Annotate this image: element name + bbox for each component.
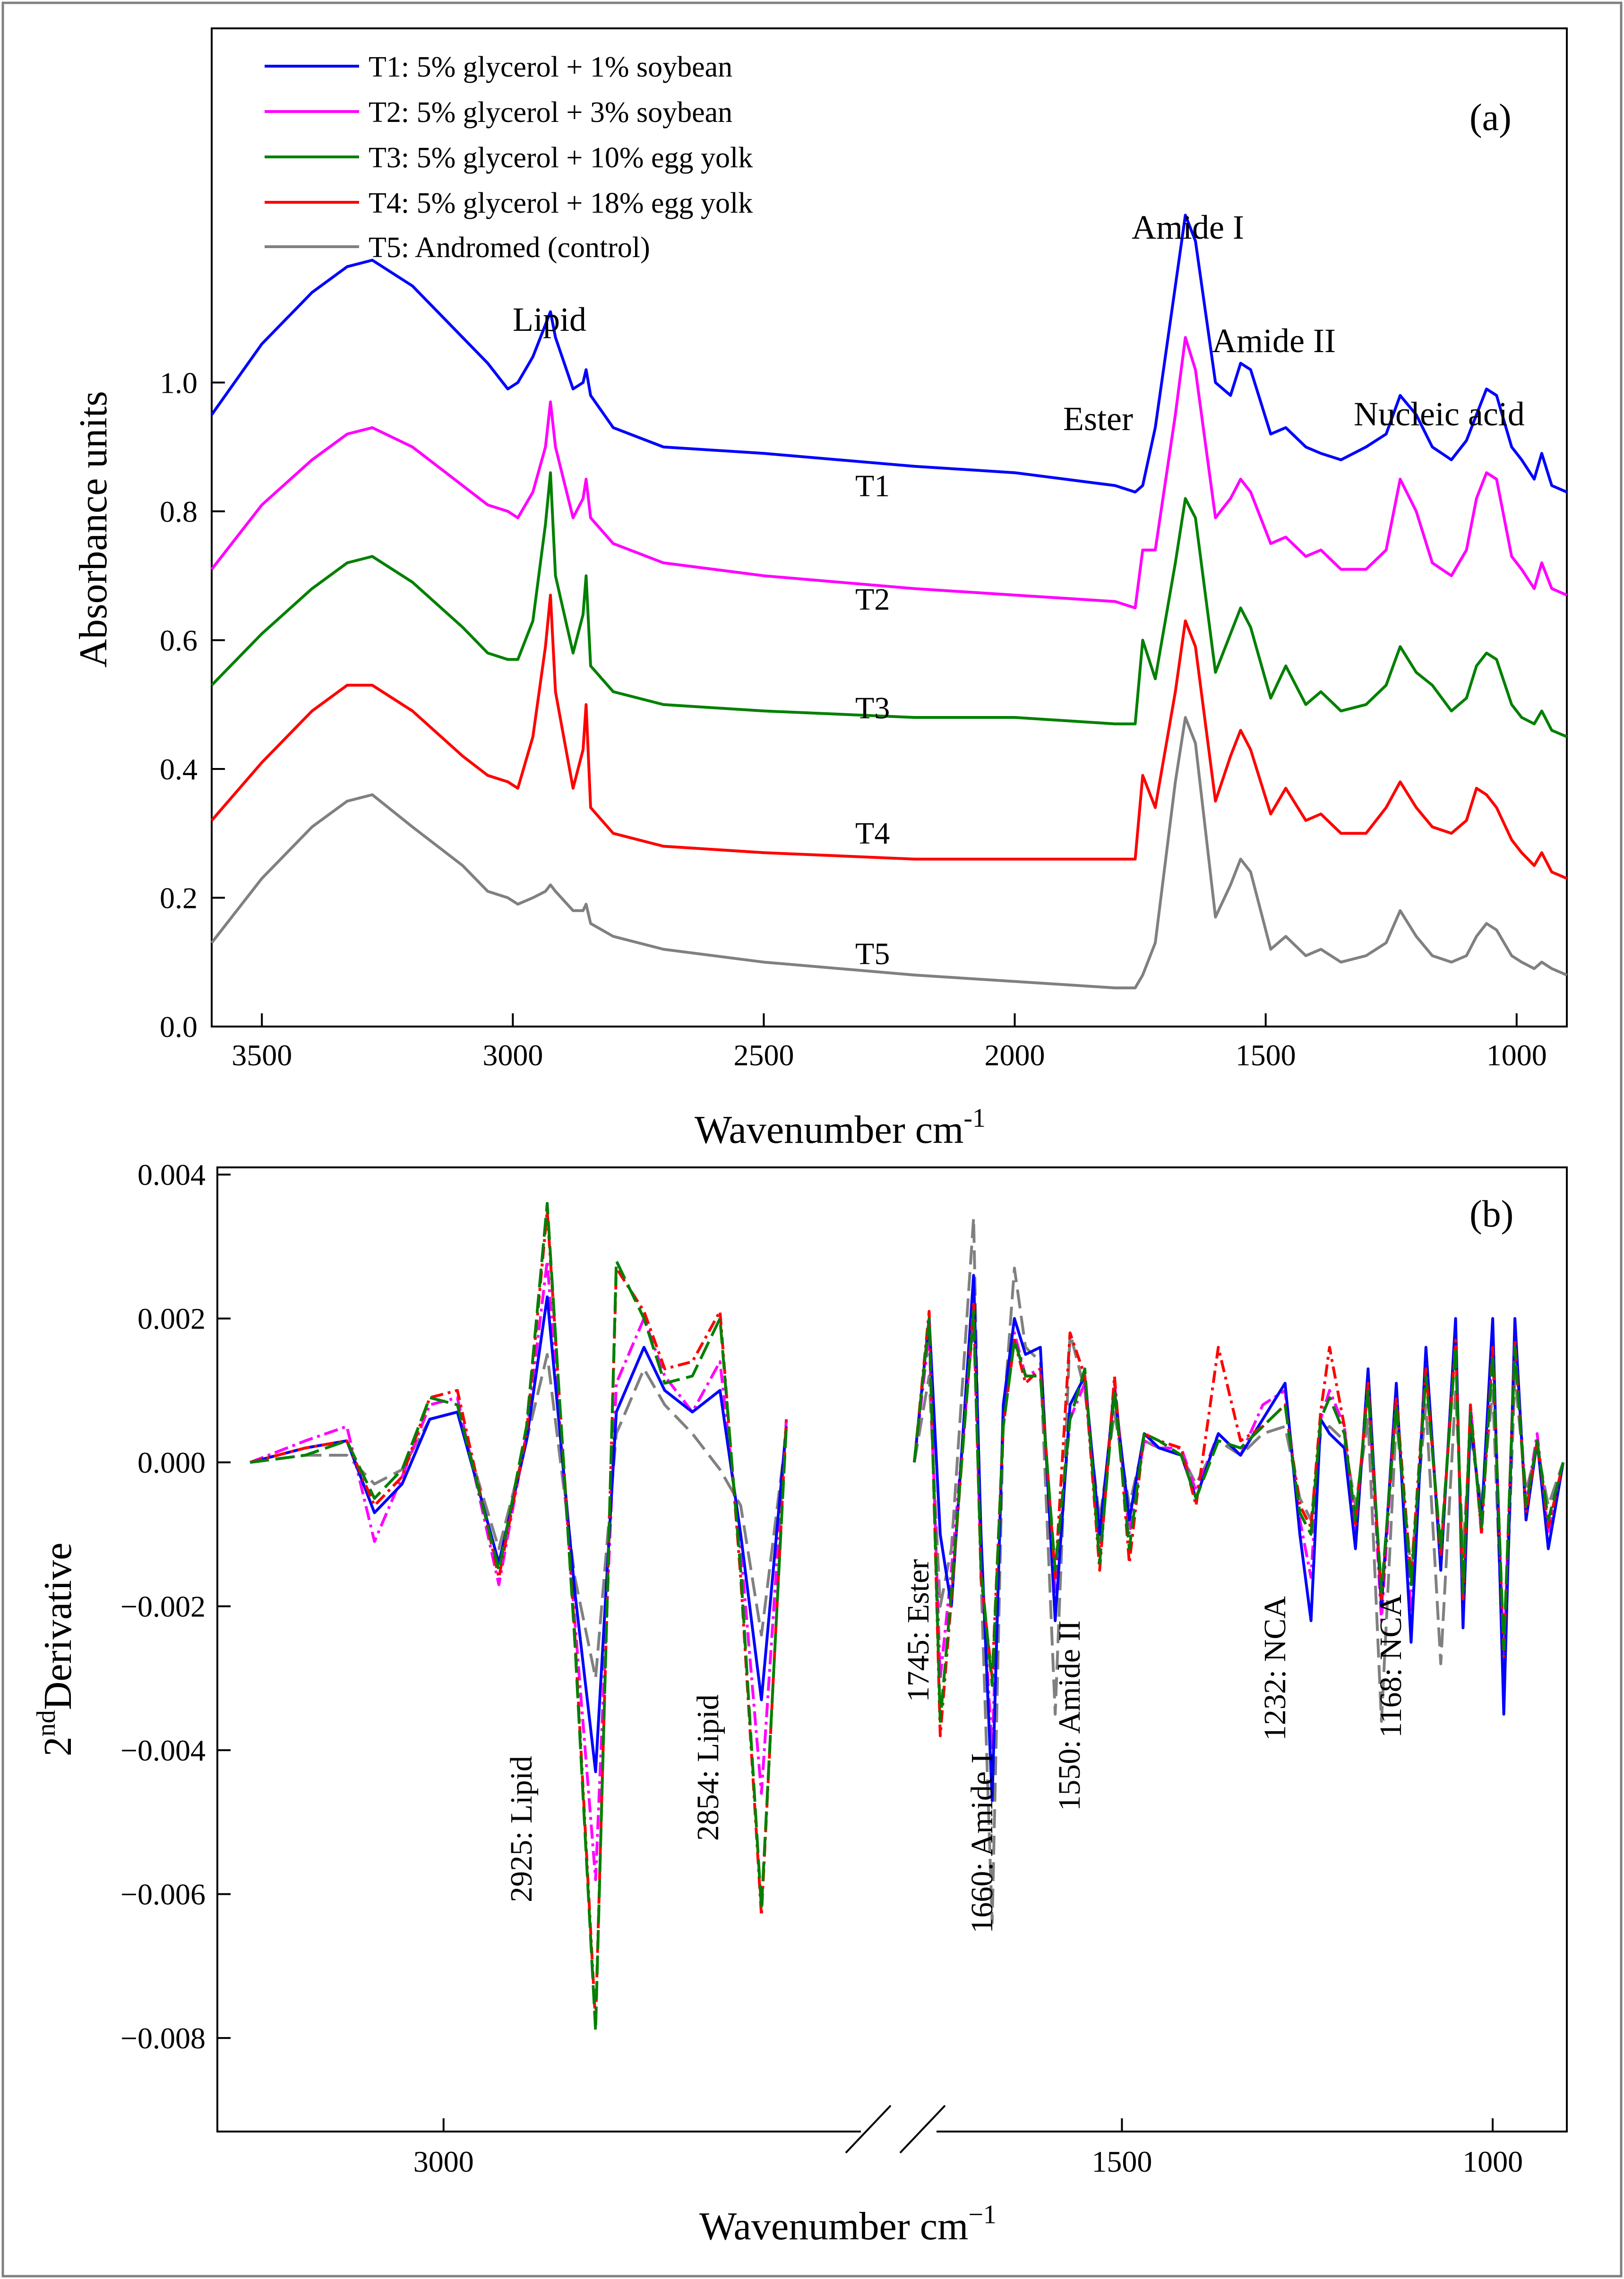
panel-b-y-axis: 0.004 0.002 0.000 −0.002 −0.004 −0.006 −0.008 [120, 1158, 231, 2055]
panel-b-y-tick-label-5: −0.006 [120, 1878, 206, 1911]
panel-b-y-tick-label-1: 0.002 [137, 1302, 206, 1336]
panel-a-x-axis-title-text: Wavenumber cm [695, 1108, 963, 1152]
panel-a-x-tick-label-3: 2000 [985, 1038, 1045, 1072]
series-label-t5: T5 [855, 937, 890, 971]
panel-b: 0.0040.0020.000−0.002−0.004−0.006−0.008 … [32, 1158, 1568, 2248]
axis-break-marks [845, 2105, 946, 2154]
panel-a-series-t2 [210, 336, 1568, 610]
panel-a-series-t4 [210, 594, 1568, 880]
panel-a-x-tick-label-2: 2500 [733, 1038, 794, 1072]
panel-a-series-t1 [210, 214, 1568, 494]
panel-b-series-t4-left [249, 1209, 788, 2025]
panel-a-x-axis-title-sup: -1 [963, 1104, 986, 1133]
panel-b-x-tick-label-1: 1500 [1091, 2145, 1152, 2178]
panel-b-y-axis-title-prefix: 2 [36, 1736, 80, 1756]
panel-b-series [249, 1202, 1565, 2032]
panel-b-x-axis-title-sup: −1 [968, 2200, 997, 2229]
annotation-1232-nca: 1232: NCA [1258, 1596, 1292, 1741]
legend-label-t1: T1: 5% glycerol + 1% soybean [369, 51, 732, 83]
panel-a-y-axis-title: Absorbance units [71, 391, 115, 668]
panel-a-y-tick-label-1: 0.2 [160, 881, 198, 915]
annotation-1550-amide-ii: 1550: Amide II [1052, 1620, 1087, 1811]
panel-b-x-axis-title: Wavenumber cm−1 [699, 2200, 997, 2248]
annotation-nucleic-acid: Nucleic acid [1354, 395, 1525, 433]
panel-b-y-axis-title-text: Derivative [36, 1543, 80, 1710]
annotation-1745-ester: 1745: Ester [901, 1559, 936, 1702]
annotation-lipid: Lipid [513, 301, 586, 338]
series-label-t4: T4 [855, 816, 890, 851]
panel-a: 0.0 0.2 0.4 0.6 0.8 1.0 3500 3000 2500 2000 1500 1… [71, 27, 1568, 1152]
legend-label-t2: T2: 5% glycerol + 3% soybean [369, 96, 732, 129]
annotation-2854-lipid: 2854: Lipid [691, 1694, 725, 1841]
annotation-2925-lipid: 2925: Lipid [504, 1756, 539, 1902]
panel-b-series-t1-left [249, 1295, 788, 1773]
panel-a-series-t5 [210, 716, 1568, 990]
legend-label-t5: T5: Andromed (control) [369, 232, 650, 264]
panel-a-y-tick-label-0: 0.0 [160, 1010, 198, 1044]
axis-break-slash-1 [845, 2105, 892, 2154]
panel-b-series-t5-left [249, 1353, 788, 1680]
panel-a-y-tick-label-2: 0.4 [160, 752, 198, 786]
panel-b-series-t3-left [249, 1202, 788, 2032]
panel-a-x-tick-label-5: 1000 [1487, 1038, 1547, 1072]
series-label-t1: T1 [855, 469, 890, 503]
panel-a-x-tick-label-4: 1500 [1236, 1038, 1296, 1072]
annotation-1660-amide-i: 1660: Amide I [965, 1753, 999, 1933]
panel-b-x-tick-label-2: 1000 [1462, 2145, 1523, 2178]
panel-b-letter: (b) [1469, 1193, 1513, 1235]
panel-b-x-axis-title-text: Wavenumber cm [699, 2204, 968, 2248]
panel-a-x-axis: 3500 3000 2500 2000 1500 1000 [232, 1013, 1547, 1072]
annotation-1168-nca: 1168: NCA [1374, 1594, 1408, 1738]
panel-a-series [210, 214, 1568, 990]
panel-b-x-tick-label-0: 3000 [413, 2145, 474, 2178]
annotation-amide-i: Amide I [1132, 208, 1244, 246]
series-label-t2: T2 [855, 582, 890, 617]
panel-a-frame [211, 27, 1568, 1027]
panel-a-y-tick-label-3: 0.6 [160, 623, 198, 657]
panel-a-y-tick-label-5: 1.0 [160, 366, 198, 399]
axis-break-slash-2 [899, 2105, 946, 2154]
panel-b-y-tick-label-4: −0.004 [120, 1734, 206, 1767]
annotation-ester: Ester [1063, 400, 1133, 438]
panel-b-y-tick-label-0: 0.004 [137, 1158, 206, 1191]
panel-a-x-axis-title: Wavenumber cm-1 [695, 1104, 986, 1152]
panel-a-series-t3 [210, 471, 1568, 738]
panel-a-letter: (a) [1469, 97, 1512, 138]
annotation-amide-ii: Amide II [1212, 322, 1336, 360]
panel-a-x-tick-label-0: 3500 [232, 1038, 292, 1072]
panel-a-x-tick-label-1: 3000 [482, 1038, 543, 1072]
panel-b-y-tick-label-3: −0.002 [120, 1590, 206, 1623]
panel-a-y-tick-label-4: 0.8 [160, 495, 198, 528]
panel-b-y-axis-title-sup: nd [32, 1710, 61, 1736]
panel-b-y-tick-label-6: −0.008 [120, 2021, 206, 2055]
panel-b-y-tick-label-2: 0.000 [137, 1446, 206, 1479]
panel-a-y-axis: 0.0 0.2 0.4 0.6 0.8 1.0 [160, 366, 225, 1044]
panel-b-x-axis: 3000 1500 1000 [413, 2118, 1523, 2178]
legend-label-t3: T3: 5% glycerol + 10% egg yolk [369, 142, 753, 174]
series-label-t3: T3 [855, 691, 890, 725]
panel-b-y-axis-title: 2ndDerivative [32, 1543, 80, 1757]
panel-b-series-t3-right [913, 1310, 1565, 1723]
axis-break-gap [861, 2122, 937, 2141]
legend-label-t4: T4: 5% glycerol + 18% egg yolk [369, 187, 753, 219]
legend: T1: 5% glycerol + 1% soybean T2: 5% glyc… [265, 51, 753, 264]
